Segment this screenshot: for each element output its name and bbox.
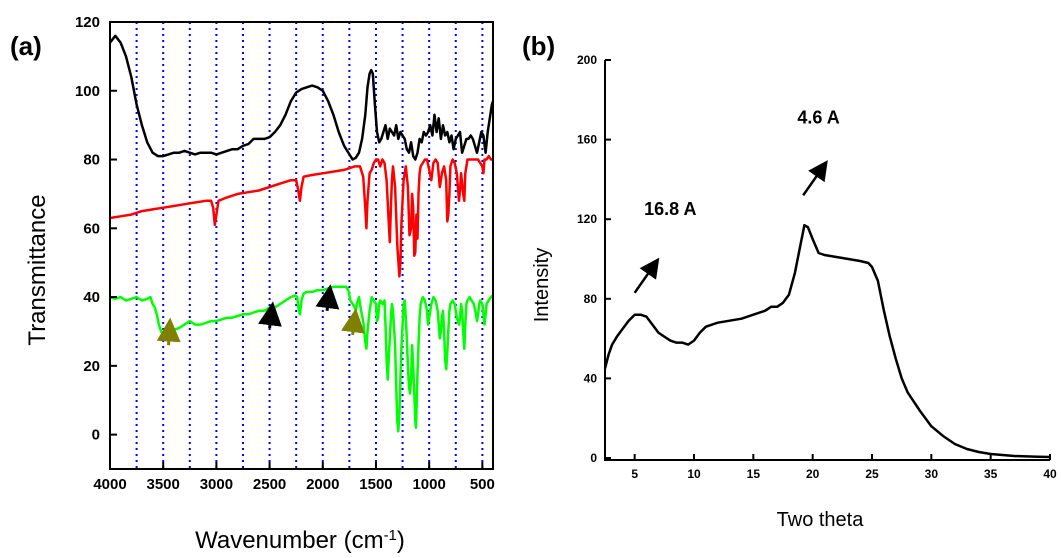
x-tick-label: 30 [925,467,939,481]
x-axis-label-a-sup: -1 [384,527,397,544]
panel-label-b: (b) [522,31,555,61]
peak-label: 4.6 A [797,108,839,128]
x-axis-label-a: Wavenumber (cm-1) [195,527,405,555]
x-tick-label: 40 [1043,467,1057,481]
peak-arrow [802,160,828,197]
series-line-2 [109,154,493,278]
x-tick-label: 2000 [306,476,339,493]
y-axis-label-b: Intensity [531,248,553,322]
series-line-3 [109,285,494,433]
arrow-annotation [156,317,181,346]
x-axis-label-b: Two theta [777,509,865,531]
y-tick-label: 0 [590,451,597,465]
y-tick-label: 0 [92,427,100,444]
y-tick-label: 100 [75,83,100,100]
y-tick-label: 40 [83,289,100,306]
peak-arrow [633,257,660,294]
panel-label-a: (a) [10,31,42,61]
y-tick-label: 120 [75,14,100,31]
x-tick-label: 1500 [359,476,392,493]
arrow-annotation [315,284,340,312]
y-tick-label: 120 [577,212,597,226]
y-tick-label: 200 [577,53,597,67]
ir-spectrum-chart: (a) Transmittance Wavenumber (cm-1) 4000… [10,14,495,554]
x-tick-label: 2500 [253,476,286,493]
x-tick-label: 10 [687,467,701,481]
x-tick-label: 5 [631,467,638,481]
y-tick-label: 40 [584,371,598,385]
x-tick-label: 3500 [147,476,180,493]
x-axis-label-a-main: Wavenumber (cm [195,527,383,554]
plot-frame-a [109,21,494,470]
x-tick-label: 4000 [93,476,126,493]
y-axis-label-a: Transmittance [24,194,51,345]
y-tick-label: 160 [577,133,597,147]
x-tick-label: 1000 [412,476,445,493]
axes-b [604,60,1050,461]
x-tick-label: 25 [865,467,879,481]
x-tick-label: 500 [470,476,495,493]
x-tick-label: 35 [984,467,998,481]
arrow-annotation [341,308,365,336]
y-tick-label: 60 [83,220,100,237]
x-axis-label-a-end: ) [397,527,405,554]
peak-label: 16.8 A [644,199,696,219]
y-tick-label: 20 [83,358,100,375]
arrow-annotation [258,301,282,329]
x-tick-label: 20 [806,467,820,481]
x-tick-label: 3000 [200,476,233,493]
series-line-xrd [603,223,1051,459]
xrd-pattern-chart: (b) Intensity Two theta 16.8 A 4.6 A 5 10 1… [522,31,1057,531]
y-tick-label: 80 [83,152,100,169]
series-line-1 [109,34,495,161]
y-tick-label: 80 [584,292,598,306]
x-tick-label: 15 [747,467,761,481]
